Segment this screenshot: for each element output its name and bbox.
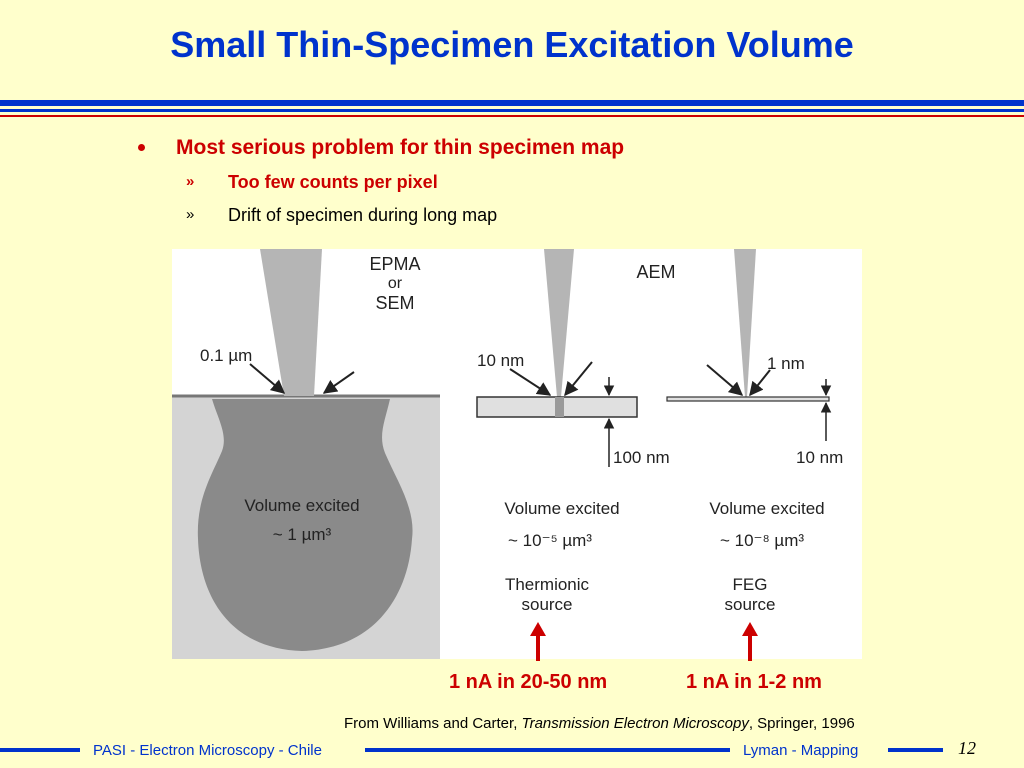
thermionic-beam-label: 10 nm [477,351,524,370]
feg-callout-arrow-icon [742,622,758,661]
bullet-dot-icon [138,144,145,151]
slide-title: Small Thin-Specimen Excitation Volume [170,24,854,65]
feg-thin-foil [666,396,830,402]
thermionic-source-label: Thermionic [505,575,590,594]
sem-beam-arrow-right [322,371,355,394]
slide-footer: PASI - Electron Microscopy - Chile Lyman… [0,732,1024,768]
thermionic-callout-arrow-icon [530,622,546,661]
footer-right-text: Lyman - Mapping [743,742,859,759]
sem-beam-arrow-left [249,363,286,394]
feg-volume-value: ~ 10⁻⁸ µm³ [720,531,804,550]
footer-left-text: PASI - Electron Microscopy - Chile [93,742,322,759]
sem-beam [260,249,322,396]
thermionic-volume-label: Volume excited [504,499,619,518]
thermionic-callout: 1 nA in 20-50 nm [449,671,608,693]
feg-thickness-label: 10 nm [796,448,843,467]
feg-volume-label: Volume excited [709,499,824,518]
figure-credit: From Williams and Carter, Transmission E… [344,715,855,732]
feg-callout: 1 nA in 1-2 nm [686,671,822,693]
feg-beam-label: 1 nm [767,354,805,373]
thermionic-volume-value: ~ 10⁻⁵ µm³ [508,531,592,550]
feg-arrow-left [706,364,744,396]
thermionic-thickness-label: 100 nm [613,448,670,467]
bulk-volume-label: Volume excited [244,496,359,515]
feg-arrow-right [749,369,771,397]
or-label: or [388,275,403,292]
feg-beam [734,249,756,397]
thermionic-arrow-right [564,361,593,397]
feg-source-label: FEG [733,575,768,594]
thermionic-beam [544,249,574,397]
beam-size-label: 0.1 µm [200,346,252,365]
bulk-volume-value: ~ 1 µm³ [273,525,332,544]
excitation-volume-figure: EPMA or SEM 0.1 µm Volume excited ~ 1 µm… [172,249,862,659]
feg-source-sub: source [724,595,775,614]
excitation-diagram: EPMA or SEM 0.1 µm Volume excited ~ 1 µm… [172,249,843,659]
thermionic-arrow-left [509,368,552,396]
sem-label: SEM [375,293,414,313]
thermionic-excitation-volume [555,397,564,417]
aem-label: AEM [636,262,675,282]
book-title: Transmission Electron Microscopy [521,715,749,732]
bulk-excitation-volume [197,399,413,651]
thermionic-source-sub: source [521,595,572,614]
page-number: 12 [958,738,976,758]
epma-label: EPMA [369,254,420,274]
